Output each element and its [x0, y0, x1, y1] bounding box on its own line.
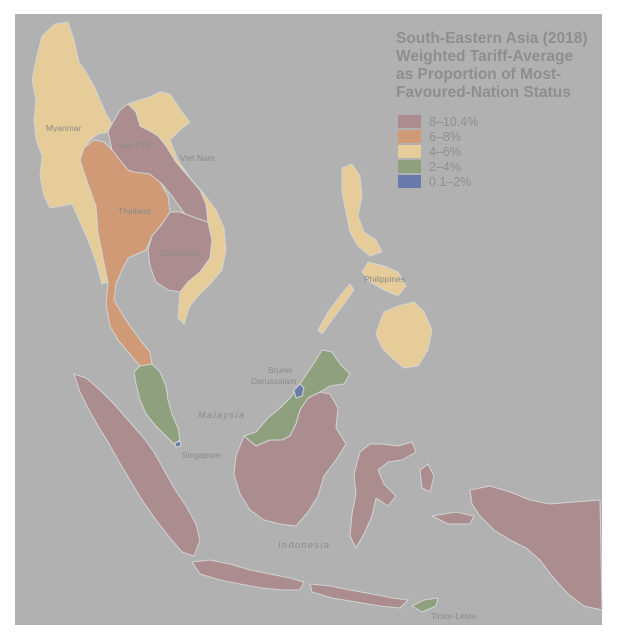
country-indonesia-kalimantan — [233, 391, 347, 527]
title-line-4: Favoured-Nation Status — [396, 84, 571, 101]
country-vietnam — [127, 91, 227, 325]
country-brunei — [293, 383, 305, 399]
legend-swatch — [398, 175, 421, 188]
legend-item: 0.1–2% — [398, 174, 478, 189]
legend-label: 6–8% — [429, 129, 461, 144]
label-brunei-line1: Brunei — [268, 365, 293, 375]
legend-label: 4–6% — [429, 144, 461, 159]
country-indonesia-java — [191, 559, 305, 591]
country-timor-leste — [411, 597, 439, 613]
legend-item: 2–4% — [398, 159, 478, 174]
label-thailand: Thailand — [118, 206, 151, 216]
legend-swatch — [398, 145, 421, 158]
label-indonesia: Indonesia — [278, 540, 331, 550]
legend-label: 8–10.4% — [429, 114, 479, 129]
legend-swatch — [398, 160, 421, 173]
label-brunei-line2: Darussalam — [251, 376, 296, 386]
country-indonesia-maluku — [419, 463, 435, 493]
country-philippines-luzon — [341, 163, 383, 257]
title-line-2: Weighted Tariff-Average — [396, 48, 574, 65]
country-philippines-palawan — [317, 283, 355, 335]
label-vietnam: Viet Nam — [180, 153, 215, 163]
title-line-3: as Proportion of Most- — [396, 66, 562, 83]
title-line-1: South-Eastern Asia (2018) — [396, 30, 588, 47]
country-philippines-mindanao — [375, 301, 433, 369]
country-philippines-visayas — [361, 261, 407, 297]
label-laos: Lao PDR — [119, 140, 154, 150]
legend-item: 8–10.4% — [398, 114, 478, 129]
legend-item: 4–6% — [398, 144, 478, 159]
label-timor-leste: Timor-Leste — [431, 611, 476, 621]
country-indonesia-seram — [431, 511, 475, 525]
label-philippines: Philippines — [364, 274, 405, 284]
legend-label: 2–4% — [429, 159, 461, 174]
label-singapore: Singapore — [182, 450, 221, 460]
country-indonesia-sunda — [309, 583, 409, 609]
legend: 8–10.4% 6–8% 4–6% 2–4% 0.1–2% — [398, 114, 478, 189]
country-indonesia-papua — [469, 485, 603, 611]
country-indonesia-sumatra — [73, 373, 201, 557]
label-cambodia: Cambodia — [160, 248, 199, 258]
legend-swatch — [398, 115, 421, 128]
legend-label: 0.1–2% — [429, 174, 472, 189]
label-malaysia: Malaysia — [198, 410, 246, 420]
map-title: South-Eastern Asia (2018) Weighted Tarif… — [396, 30, 606, 102]
country-singapore — [174, 440, 182, 448]
legend-item: 6–8% — [398, 129, 478, 144]
legend-swatch — [398, 130, 421, 143]
label-myanmar: Myanmar — [46, 123, 82, 133]
country-indonesia-sulawesi — [349, 441, 417, 549]
